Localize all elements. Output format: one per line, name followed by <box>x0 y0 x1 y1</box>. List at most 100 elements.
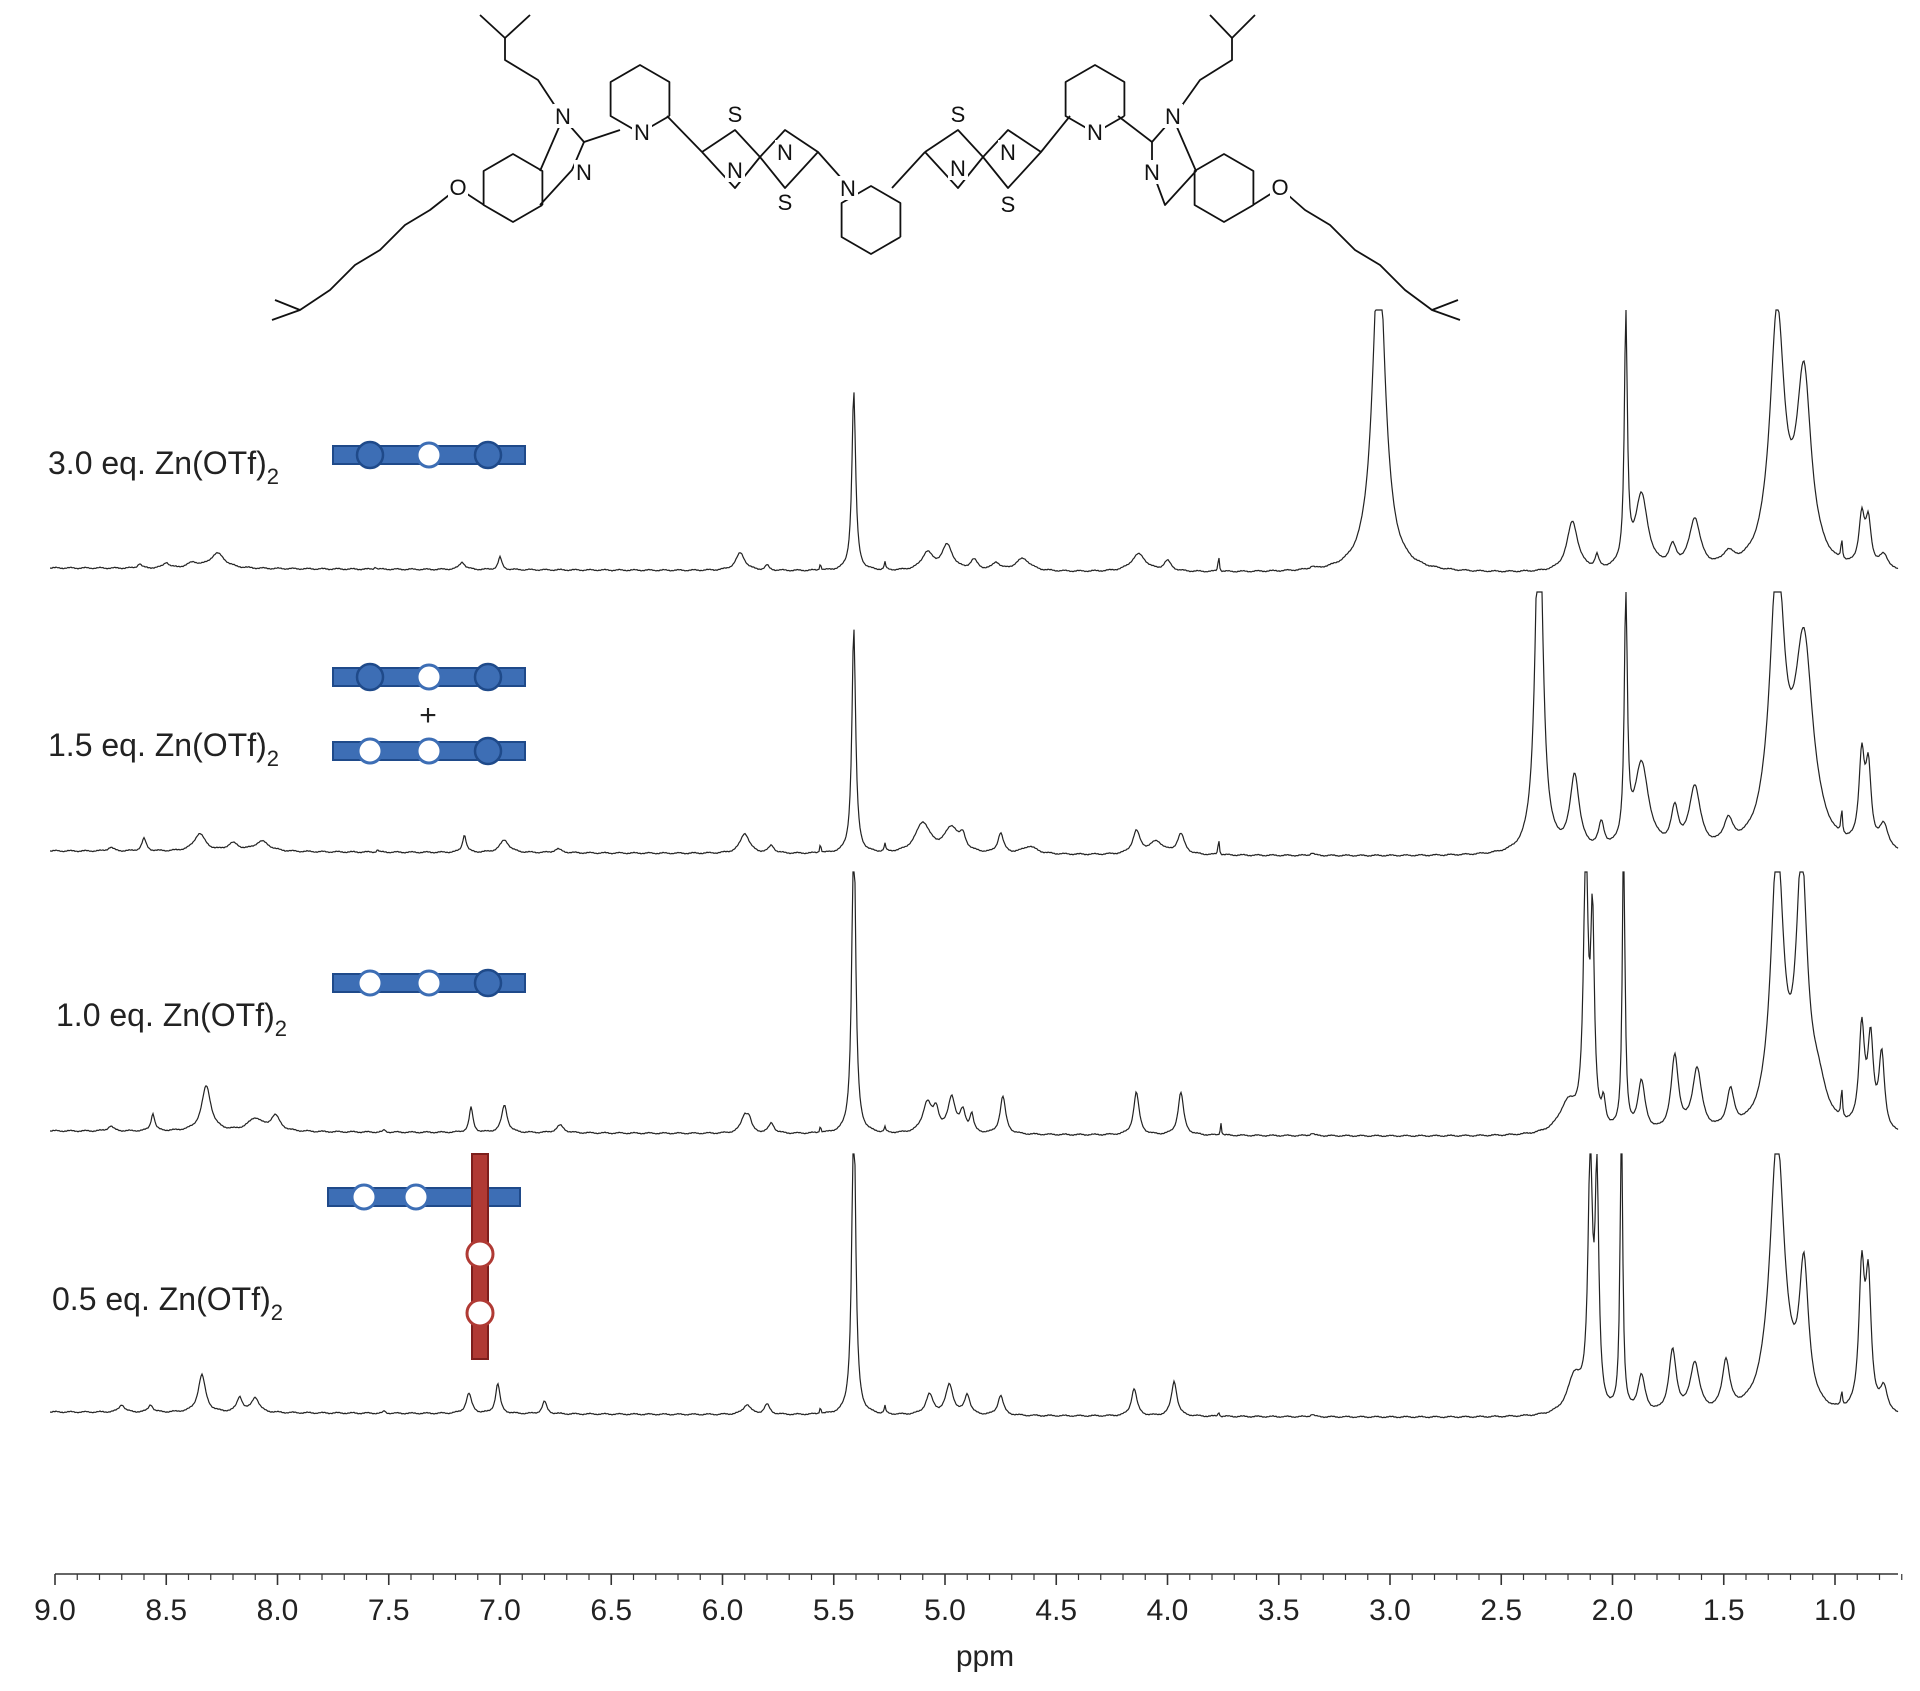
x-tick-label: 1.0 <box>1814 1594 1856 1627</box>
eq-label: 1.5 eq. Zn(OTf)2 <box>48 727 279 771</box>
atom-label: S <box>951 102 966 127</box>
metal-site-open <box>415 737 443 765</box>
eq-label: 0.5 eq. Zn(OTf)2 <box>52 1281 283 1325</box>
atom-mask <box>998 140 1018 164</box>
x-tick-label: 3.5 <box>1258 1594 1300 1627</box>
atom-mask <box>1142 160 1162 184</box>
atom-label: O <box>449 175 466 200</box>
atom-mask <box>725 158 745 182</box>
ligand-strand <box>332 736 526 766</box>
hexenyl-chain-right <box>1252 187 1459 311</box>
bond <box>1040 115 1071 153</box>
x-tick-label: 4.5 <box>1035 1594 1077 1627</box>
eq-label-subscript: 2 <box>275 1016 287 1041</box>
atom-label: S <box>728 102 743 127</box>
x-tick-label: 5.0 <box>924 1594 966 1627</box>
vinyl-bond <box>271 309 301 321</box>
x-tick-label: 1.5 <box>1703 1594 1745 1627</box>
atom-label: N <box>555 104 571 129</box>
atom-mask <box>948 102 968 126</box>
x-tick-label: 9.0 <box>34 1594 76 1627</box>
atom-mask <box>448 175 468 199</box>
bond <box>1117 115 1153 143</box>
vinyl-bond <box>1431 309 1461 321</box>
metal-site-filled <box>473 662 503 692</box>
atom-label: N <box>576 160 592 185</box>
atom-label: N <box>950 156 966 181</box>
atom-mask <box>553 104 573 128</box>
eq-label-main: 3.0 eq. Zn(OTf) <box>48 445 267 481</box>
atom-label: N <box>840 176 856 201</box>
atom-mask <box>1270 175 1290 199</box>
x-tick-label: 7.0 <box>479 1594 521 1627</box>
eq-label: 3.0 eq. Zn(OTf)2 <box>48 445 279 489</box>
x-axis-label: ppm <box>956 1640 1014 1673</box>
atom-mask <box>948 156 968 180</box>
atom-label: S <box>778 190 793 215</box>
atom-label: N <box>1087 120 1103 145</box>
eq-label-main: 1.0 eq. Zn(OTf) <box>56 997 275 1033</box>
atom-label: N <box>634 120 650 145</box>
atom-label: N <box>777 140 793 165</box>
metal-site-open <box>350 1183 378 1211</box>
atom-mask <box>998 192 1018 216</box>
hexenyl-chain-left <box>274 187 485 311</box>
metal-site-open <box>402 1183 430 1211</box>
atom-mask <box>838 176 858 200</box>
atom-label: N <box>1000 140 1016 165</box>
spectrum-trace <box>50 591 1899 857</box>
benzene-ring-right <box>1193 153 1255 223</box>
x-tick-label: 5.5 <box>813 1594 855 1627</box>
metal-site-open <box>356 969 384 997</box>
metal-site-filled <box>355 662 385 692</box>
cross-complex <box>327 1153 521 1360</box>
complex-cartoons: + <box>327 440 526 1360</box>
atom-label: N <box>1165 104 1181 129</box>
bond <box>583 129 621 143</box>
metal-site-open <box>415 969 443 997</box>
atom-mask <box>775 140 795 164</box>
pyridine-ring-center <box>840 185 902 255</box>
metal-site-open <box>415 663 443 691</box>
metal-site-open <box>465 1298 495 1328</box>
atom-label: N <box>727 158 743 183</box>
metal-site-open <box>356 737 384 765</box>
plus-sign: + <box>419 699 437 732</box>
ligand-strand <box>332 440 526 470</box>
atom-mask <box>1085 120 1105 144</box>
atom-mask <box>1163 104 1183 128</box>
eq-label-main: 1.5 eq. Zn(OTf) <box>48 727 267 763</box>
metal-site-filled <box>473 736 503 766</box>
trace-labels: 3.0 eq. Zn(OTf)21.5 eq. Zn(OTf)21.0 eq. … <box>48 445 287 1325</box>
x-tick-label: 7.5 <box>368 1594 410 1627</box>
isoamyl-right <box>1172 14 1233 119</box>
eq-label-main: 0.5 eq. Zn(OTf) <box>52 1281 271 1317</box>
atom-label: N <box>1144 160 1160 185</box>
x-tick-label: 2.5 <box>1480 1594 1522 1627</box>
bond <box>891 151 926 189</box>
x-axis: 9.0 8.5 8.0 7.5 7.0 6.5 6.0 5.5 5.0 4.5 4.0 3.5 3.0 2… <box>34 1573 1903 1673</box>
x-tick-label: 4.0 <box>1147 1594 1189 1627</box>
eq-label-subscript: 2 <box>271 1300 283 1325</box>
spectrum-trace <box>50 309 1899 573</box>
isoamyl-left <box>479 14 564 119</box>
atom-mask <box>632 120 652 144</box>
ligand-strand <box>332 662 526 692</box>
atom-mask <box>725 102 745 126</box>
metal-site-filled <box>473 968 503 998</box>
atom-mask <box>775 190 795 214</box>
x-tick-label: 3.0 <box>1369 1594 1411 1627</box>
spectra-traces <box>50 309 1899 1419</box>
eq-label-subscript: 2 <box>267 746 279 771</box>
eq-label: 1.0 eq. Zn(OTf)2 <box>56 997 287 1041</box>
spectrum-trace <box>50 871 1899 1138</box>
bond <box>1231 14 1256 39</box>
bond <box>666 115 703 153</box>
metal-site-filled <box>473 440 503 470</box>
atom-label: S <box>1001 192 1016 217</box>
benzene-ring-left <box>482 153 544 223</box>
metal-site-filled <box>355 440 385 470</box>
